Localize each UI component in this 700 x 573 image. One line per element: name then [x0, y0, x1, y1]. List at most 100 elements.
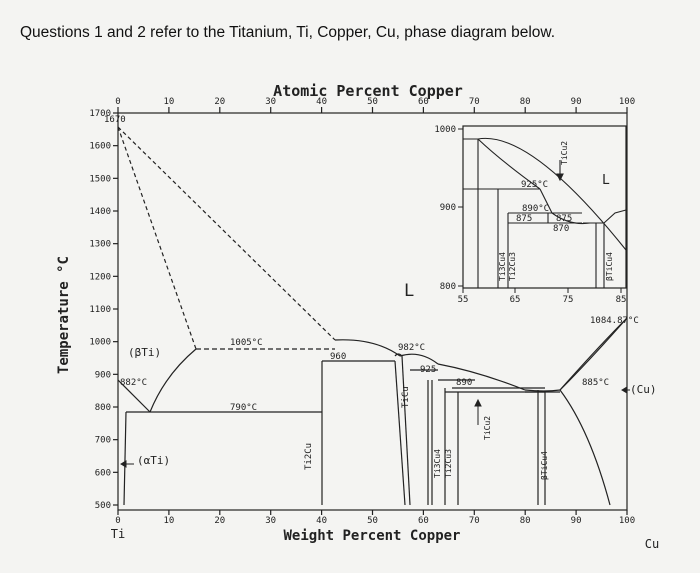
temp-790-label: 790°C — [230, 403, 257, 413]
inset-x-tick-label: 85 — [616, 295, 627, 305]
y-tick-label: 1100 — [89, 305, 111, 315]
liquidus-segment-1 — [334, 339, 401, 357]
inset-y-tick-label: 900 — [440, 203, 456, 213]
cu-arrow-icon — [621, 386, 628, 394]
y-tick-label: 600 — [95, 468, 111, 478]
ticu-right-boundary — [401, 355, 411, 506]
temp-885-label: 885°C — [582, 378, 609, 388]
inset-liquidus-4 — [583, 209, 627, 224]
bottom-tick-label: 70 — [469, 516, 480, 526]
beta-ti-liquidus — [117, 126, 197, 350]
alpha-ti-arrow-icon — [120, 460, 127, 468]
alpha-ti-solvus — [123, 411, 127, 506]
y-axis-title: Temperature °C — [56, 256, 72, 374]
y-axis-ticks: 1700 1600 1500 1400 1300 1200 1100 1000 900 800 70… — [89, 109, 118, 511]
bottom-tick-label: 50 — [367, 516, 378, 526]
top-tick-label: 80 — [520, 97, 531, 107]
bottom-tick-label: 80 — [520, 516, 531, 526]
bottom-tick-label: 100 — [619, 516, 635, 526]
bottom-tick-label: 20 — [214, 516, 225, 526]
y-tick-label: 1400 — [89, 207, 111, 217]
ticu2-label: TiCu2 — [483, 416, 492, 440]
temp-925-label: 925 — [420, 365, 436, 375]
cu-phase-label: (Cu) — [630, 383, 657, 396]
top-tick-label: 20 — [214, 97, 225, 107]
bottom-tick-label: 30 — [265, 516, 276, 526]
ticu-label: TiCu — [401, 386, 411, 408]
y-tick-label: 1200 — [89, 272, 111, 282]
inset-x-tick-label: 55 — [458, 295, 469, 305]
y-tick-label: 1300 — [89, 240, 111, 250]
top-tick-label: 60 — [418, 97, 429, 107]
inset-temp-890-label: 890°C — [522, 204, 549, 214]
y-tick-label: 1500 — [89, 174, 111, 184]
inset-temp-870-label: 870 — [553, 224, 569, 234]
temp-982-label: 982°C — [398, 343, 425, 353]
inset-temp-925-label: 925°C — [521, 180, 548, 190]
ticu2-arrow-icon — [474, 398, 482, 407]
temp-1670-label: 1670 — [104, 115, 126, 125]
alpha-ti-label: (αTi) — [137, 454, 170, 467]
top-tick-label: 90 — [571, 97, 582, 107]
inset-ticu2-label: TiCu2 — [560, 141, 569, 165]
cu-solidus — [559, 317, 628, 391]
inset-x-tick-label: 65 — [510, 295, 521, 305]
y-tick-label: 900 — [95, 370, 111, 380]
bottom-tick-label: 40 — [316, 516, 327, 526]
beta-ticu4-label: βTiCu4 — [540, 451, 549, 480]
inset-x-tick-label: 75 — [563, 295, 574, 305]
y-tick-label: 800 — [95, 403, 111, 413]
top-tick-label: 0 — [115, 97, 120, 107]
top-tick-label: 10 — [163, 97, 174, 107]
ticu-congruent — [394, 353, 403, 357]
inset-y-ticks: 1000 900 800 — [434, 125, 463, 292]
top-tick-label: 30 — [265, 97, 276, 107]
top-axis-ticks: 0 10 20 30 40 50 60 70 80 90 100 — [115, 97, 635, 113]
liquidus-segment-2 — [399, 353, 439, 365]
inset-temp-875b-label: 875 — [556, 214, 572, 224]
top-axis-title: Atomic Percent Copper — [273, 82, 463, 100]
y-tick-label: 700 — [95, 436, 111, 446]
liquidus-segment-3 — [437, 363, 526, 391]
liquidus-segment-4 — [524, 389, 561, 392]
cu-solvus — [559, 389, 611, 506]
temp-882-label: 882°C — [120, 378, 147, 388]
inset-ti3cu4-label: Ti3Cu4 — [498, 252, 507, 281]
bottom-tick-label: 10 — [163, 516, 174, 526]
inset-y-tick-label: 1000 — [434, 125, 456, 135]
bottom-axis-ticks: 0 10 20 30 40 50 60 70 80 90 100 — [115, 510, 635, 526]
inset-x-ticks: 55 65 75 85 — [458, 288, 627, 305]
question-text: Questions 1 and 2 refer to the Titanium,… — [20, 24, 556, 41]
bottom-tick-label: 0 — [115, 516, 120, 526]
element-ti-label: Ti — [111, 527, 125, 541]
liquidus-dashed — [117, 126, 336, 341]
inset-ti2cu3-label: Ti2Cu3 — [508, 252, 517, 281]
bottom-tick-label: 60 — [418, 516, 429, 526]
temp-1084-label: 1084.87°C — [590, 316, 639, 326]
inset-liquid-label: L — [602, 173, 610, 188]
y-tick-label: 1000 — [89, 338, 111, 348]
top-tick-label: 50 — [367, 97, 378, 107]
element-cu-label: Cu — [645, 537, 659, 551]
y-tick-label: 1600 — [89, 142, 111, 152]
bottom-tick-label: 90 — [571, 516, 582, 526]
top-tick-label: 70 — [469, 97, 480, 107]
top-tick-label: 40 — [316, 97, 327, 107]
ticu-left-boundary — [394, 360, 406, 506]
beta-ti-label: (βTi) — [128, 346, 161, 359]
y-tick-label: 500 — [95, 501, 111, 511]
inset-ticu2-arrow-icon — [556, 173, 564, 182]
temp-960-label: 960 — [330, 352, 346, 362]
top-tick-label: 100 — [619, 97, 635, 107]
bottom-axis-title: Weight Percent Copper — [283, 528, 460, 544]
inset-liquidus-2 — [539, 188, 553, 214]
temp-890-label: 890 — [456, 378, 472, 388]
liquid-label: L — [404, 281, 414, 301]
ti2cu3-label: Ti2Cu3 — [444, 449, 453, 478]
inset-frame — [462, 125, 627, 289]
inset-y-tick-label: 800 — [440, 282, 456, 292]
ti3cu4-label: Ti3Cu4 — [433, 449, 442, 478]
